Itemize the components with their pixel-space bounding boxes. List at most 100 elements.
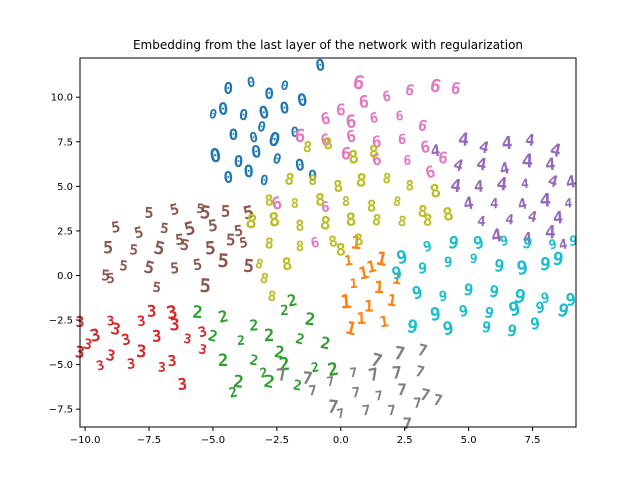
point-digit-5: 5 — [178, 235, 191, 255]
point-digit-4: 4 — [564, 196, 573, 211]
point-digit-3: 3 — [151, 326, 162, 345]
point-digit-8: 8 — [295, 239, 304, 255]
point-digit-6: 6 — [319, 130, 333, 151]
point-digit-5: 5 — [174, 230, 185, 249]
point-digit-5: 5 — [169, 259, 179, 278]
point-digit-2: 2 — [294, 331, 306, 349]
point-digit-7: 7 — [349, 366, 358, 382]
point-digit-6: 6 — [270, 193, 284, 215]
point-digit-8: 8 — [264, 191, 275, 210]
point-digit-3: 3 — [167, 352, 177, 371]
point-digit-2: 2 — [326, 359, 341, 382]
point-digit-4: 4 — [564, 172, 578, 193]
point-digit-2: 2 — [232, 372, 244, 393]
point-digit-9: 9 — [540, 290, 551, 307]
y-tick-label: −5.0 — [49, 360, 73, 371]
point-digit-8: 8 — [308, 173, 316, 189]
point-digit-7: 7 — [327, 396, 340, 418]
point-digit-4: 4 — [540, 190, 551, 212]
point-digit-5: 5 — [144, 204, 153, 222]
point-digit-7: 7 — [402, 414, 412, 433]
point-digit-5: 5 — [168, 200, 181, 220]
point-digit-9: 9 — [470, 252, 478, 267]
point-digit-4: 4 — [477, 137, 491, 158]
point-digit-9: 9 — [493, 256, 505, 277]
point-digit-5: 5 — [182, 218, 198, 241]
point-digit-0: 0 — [233, 152, 243, 171]
point-digit-2: 2 — [319, 333, 332, 353]
point-digit-2: 2 — [206, 326, 219, 346]
point-digit-2: 2 — [304, 309, 317, 330]
point-digit-3: 3 — [136, 342, 148, 363]
x-tick-label: 7.5 — [525, 435, 541, 446]
point-digit-4: 4 — [545, 155, 556, 176]
point-digit-7: 7 — [397, 380, 407, 399]
point-digit-4: 4 — [498, 158, 512, 179]
point-digit-0: 0 — [207, 107, 218, 123]
point-digit-4: 4 — [429, 141, 441, 161]
point-digit-3: 3 — [169, 315, 179, 335]
point-digit-3: 3 — [82, 336, 94, 353]
point-digit-6: 6 — [345, 111, 358, 133]
point-digit-0: 0 — [308, 166, 318, 185]
point-digit-4: 4 — [524, 130, 536, 150]
point-digit-8: 8 — [342, 195, 350, 210]
point-digit-0: 0 — [259, 172, 270, 189]
point-digit-5: 5 — [103, 239, 113, 259]
point-digit-1: 1 — [378, 312, 389, 331]
point-digit-5: 5 — [110, 218, 121, 237]
y-tick-label: 10.0 — [51, 93, 73, 104]
point-digit-9: 9 — [483, 303, 496, 323]
point-digit-3: 3 — [197, 324, 209, 342]
point-digit-8: 8 — [369, 142, 380, 162]
point-digit-8: 8 — [264, 234, 274, 253]
point-digit-0: 0 — [264, 84, 274, 103]
point-digit-9: 9 — [446, 233, 460, 255]
point-digit-8: 8 — [244, 210, 259, 234]
point-digit-9: 9 — [547, 237, 558, 253]
point-digit-0: 0 — [290, 125, 299, 141]
point-digit-8: 8 — [302, 138, 313, 157]
point-digit-4: 4 — [520, 177, 529, 193]
point-digit-6: 6 — [371, 132, 383, 152]
point-digit-4: 4 — [516, 194, 529, 214]
point-digit-9: 9 — [535, 298, 546, 317]
point-digit-9: 9 — [438, 289, 448, 306]
point-digit-7: 7 — [413, 396, 422, 412]
point-digit-2: 2 — [216, 306, 230, 327]
point-digit-9: 9 — [390, 263, 404, 285]
point-digit-4: 4 — [457, 129, 470, 151]
point-digit-0: 0 — [279, 78, 290, 94]
point-digit-7: 7 — [275, 365, 289, 387]
point-digit-3: 3 — [177, 374, 188, 394]
point-digit-2: 2 — [310, 360, 320, 376]
point-digit-9: 9 — [512, 285, 528, 309]
point-digit-9: 9 — [506, 321, 518, 341]
point-digit-5: 5 — [152, 280, 162, 297]
point-digit-5: 5 — [199, 275, 212, 298]
point-digit-0: 0 — [223, 79, 233, 98]
point-digit-1: 1 — [364, 296, 374, 315]
x-tick-label: −2.5 — [265, 435, 289, 446]
point-digit-0: 0 — [223, 168, 234, 188]
point-digit-3: 3 — [157, 361, 166, 376]
point-digit-7: 7 — [301, 368, 313, 389]
point-digit-8: 8 — [295, 216, 305, 234]
point-digit-4: 4 — [504, 212, 514, 229]
point-digit-5: 5 — [106, 271, 115, 287]
point-digit-6: 6 — [395, 109, 404, 125]
point-digit-9: 9 — [406, 316, 420, 338]
point-digit-1: 1 — [349, 277, 358, 292]
point-digit-2: 2 — [264, 326, 275, 346]
x-axis: −10.0 −7.5 −5.0 −2.5 0.0 2.5 5.0 7.5 — [70, 427, 541, 446]
point-digit-6: 6 — [351, 71, 366, 95]
point-digit-2: 2 — [292, 377, 303, 394]
point-digit-7: 7 — [391, 363, 403, 384]
point-digit-7: 7 — [418, 385, 432, 406]
point-digit-0: 0 — [256, 119, 268, 136]
point-digit-0: 0 — [238, 105, 249, 124]
point-digit-5: 5 — [204, 238, 216, 260]
point-digit-0: 0 — [243, 162, 254, 183]
point-digit-9: 9 — [444, 255, 452, 271]
